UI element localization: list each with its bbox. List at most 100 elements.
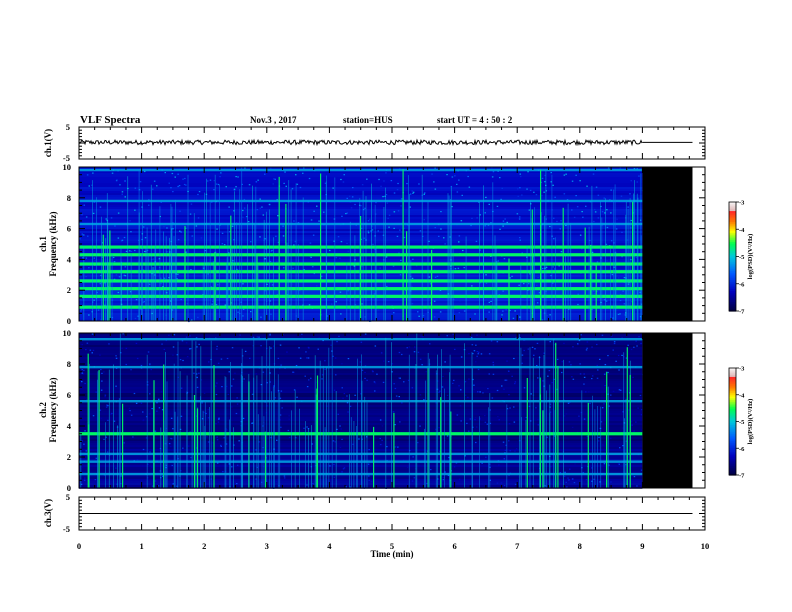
ch2-spectrogram-speckle — [489, 422, 492, 424]
ch2-spectrogram-speckle — [255, 373, 258, 375]
ch2-spectrogram-speckle — [311, 443, 314, 445]
ch1-spectrogram-speckle — [82, 257, 84, 259]
ch1-spectrogram-ylabel-channel: ch.1 — [38, 236, 48, 252]
ch1-spectrogram-speckle — [506, 221, 508, 223]
ch2-spectrogram-ylabel-channel: ch.2 — [38, 402, 48, 418]
ch2-spectrogram-speckle — [633, 346, 635, 348]
ch1-spectrogram-speckle — [228, 206, 230, 208]
ch1-spectrogram-speckle — [411, 303, 414, 305]
ch2-spectrogram-speckle — [120, 475, 122, 477]
ch2-spectrogram-speckle — [591, 378, 593, 380]
ch2-spectrogram-speckle — [406, 466, 409, 468]
ch1-spectrogram-speckle — [519, 216, 521, 218]
ch1-spectrogram-colorbar-segment — [729, 287, 736, 290]
ch2-spectrogram-texture-row — [79, 475, 643, 477]
time-axis-tick-label: 0 — [77, 541, 81, 551]
ch1-spectrogram-speckle — [266, 283, 268, 285]
ch2-spectrogram-speckle — [477, 391, 479, 393]
ch1-spectrogram-speckle — [233, 239, 235, 241]
ch2-spectrogram-speckle — [308, 347, 310, 349]
ch1-spectrogram-speckle — [605, 300, 608, 302]
ch2-spectrogram-speckle — [359, 361, 362, 363]
ch2-spectrogram-speckle — [414, 346, 416, 348]
ch2-spectrogram-speckle — [286, 351, 288, 353]
ch2-spectrogram-speckle — [506, 360, 508, 362]
ch2-spectrogram-speckle — [381, 425, 384, 427]
ch2-spectrogram-speckle — [571, 478, 574, 480]
ch1-spectrogram-texture-row — [79, 187, 643, 189]
ch2-spectrogram-speckle — [531, 346, 534, 348]
ch1-spectrogram-speckle — [520, 176, 522, 178]
ch1-spectrogram-texture-row — [79, 171, 643, 173]
ch2-spectrogram-speckle — [273, 385, 275, 387]
ch1-spectrogram-colorbar-segment — [729, 216, 736, 219]
ch2-spectrogram-speckle — [599, 481, 601, 483]
time-axis-tick-label: 9 — [640, 541, 644, 551]
ch2-spectrogram-speckle — [567, 402, 570, 404]
ch1-spectrogram-speckle — [190, 203, 193, 205]
ch2-spectrogram-speckle — [142, 448, 145, 451]
ch2-spectrogram-speckle — [233, 444, 235, 446]
ch2-spectrogram-speckle — [100, 369, 102, 371]
ch2-spectrogram-speckle — [473, 350, 476, 352]
ch1-spectrogram-speckle — [560, 251, 563, 253]
ch2-spectrogram-texture-row — [79, 411, 643, 413]
ch2-spectrogram-speckle — [399, 377, 401, 379]
ch2-spectrogram-speckle — [298, 368, 300, 370]
ch1-spectrogram-speckle — [497, 260, 499, 262]
ch2-spectrogram-speckle — [478, 351, 480, 353]
ch2-spectrogram-speckle — [136, 357, 139, 360]
ch2-spectrogram-speckle — [186, 356, 189, 358]
ch2-spectrogram-colorbar-segment — [729, 455, 736, 458]
ch1-spectrogram-speckle — [364, 207, 366, 209]
ch2-spectrogram-speckle — [442, 375, 444, 378]
ch2-spectrogram-colorbar-segment — [729, 373, 736, 376]
ch2-spectrogram-colorbar-segment — [729, 382, 736, 385]
ch2-spectrogram-speckle — [525, 416, 527, 419]
ch1-spectrogram-speckle — [139, 181, 142, 183]
ch2-spectrogram-texture-row — [79, 457, 643, 459]
ch2-spectrogram-speckle — [201, 418, 204, 420]
ch1-spectrogram-speckle — [607, 167, 610, 169]
ch1-spectrogram-speckle — [207, 298, 210, 300]
ch2-spectrogram-speckle — [438, 427, 440, 429]
ch1-spectrogram-colorbar-segment — [729, 203, 736, 207]
ch2-spectrogram-speckle — [255, 478, 257, 480]
ch1-spectrogram-speckle — [630, 259, 632, 261]
ch2-spectrogram-speckle — [256, 336, 259, 338]
ch1-spectrogram-speckle — [235, 176, 237, 178]
ch1-spectrogram-speckle — [577, 293, 579, 295]
ch2-spectrogram-speckle — [509, 450, 511, 452]
ch2-spectrogram-texture-row — [79, 355, 643, 357]
ch2-spectrogram-speckle — [543, 352, 545, 354]
ch2-spectrogram-speckle — [636, 345, 638, 347]
ch1-spectrogram-speckle — [130, 250, 133, 252]
ch1-spectrogram-speckle — [519, 237, 521, 239]
ch2-spectrogram-colorbar-segment — [729, 442, 736, 446]
ch1-spectrogram-speckle — [259, 198, 261, 200]
ch1-spectrogram-speckle — [456, 191, 459, 193]
ch1-spectrogram-speckle — [283, 267, 285, 269]
ch1-spectrogram-speckle — [595, 186, 598, 188]
ch1-spectrogram-speckle — [549, 225, 551, 228]
ch1-spectrogram-speckle — [582, 216, 584, 218]
ch2-spectrogram-speckle — [417, 442, 419, 444]
ch2-spectrogram-speckle — [283, 477, 286, 479]
ch1-spectrogram-speckle — [92, 212, 95, 214]
ch1-spectrogram-colorbar-tick-label: -6 — [739, 281, 745, 288]
ch2-spectrogram-speckle — [269, 334, 271, 336]
ch1-spectrogram-speckle — [233, 210, 235, 212]
ch1-spectrogram-speckle — [499, 228, 501, 230]
ch1-spectrogram-speckle — [383, 180, 385, 182]
ch1-spectrogram-speckle — [630, 219, 633, 222]
ch2-spectrogram-speckle — [123, 449, 125, 451]
ch1-spectrogram-ytick-label: 6 — [67, 224, 71, 234]
ch1-spectrogram-speckle — [178, 185, 181, 187]
ch2-spectrogram-colorbar-segment — [729, 414, 736, 417]
ch2-spectrogram-texture-row — [79, 417, 643, 419]
ch1-spectrogram-speckle — [575, 195, 577, 197]
ch2-spectrogram-speckle — [376, 373, 378, 375]
ch2-spectrogram-speckle — [251, 422, 253, 424]
ch1-spectrogram-speckle — [297, 222, 300, 224]
ch1-spectrogram-speckle — [123, 236, 126, 239]
